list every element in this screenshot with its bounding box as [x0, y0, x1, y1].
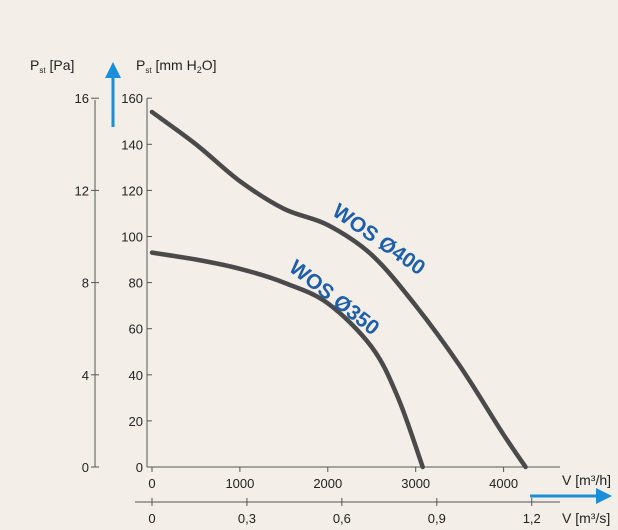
x-axis-label-top: V [m³/h] [562, 472, 611, 488]
right-axis-tick-label: 100 [121, 230, 143, 245]
right-axis-tick-label: 40 [129, 368, 143, 383]
x-axis-bottom-tick-label: 0,9 [428, 511, 446, 526]
series-label: WOS Ø400 [328, 199, 429, 279]
left-axis-tick-label: 12 [75, 183, 89, 198]
series-curve [149, 109, 528, 470]
right-axis-tick-label: 20 [129, 414, 143, 429]
left-axis-tick-label: 4 [82, 368, 89, 383]
x-axis-bottom-tick-label: 0 [148, 511, 155, 526]
right-axis-tick-label: 80 [129, 276, 143, 291]
right-axis-tick-label: 140 [121, 137, 143, 152]
x-axis-tick-label: 4000 [489, 476, 518, 491]
x-axis-bottom-tick-label: 0,3 [238, 511, 256, 526]
right-axis-tick-label: 60 [129, 322, 143, 337]
x-axis-tick-label: 3000 [401, 476, 430, 491]
series-label: WOS Ø350 [285, 256, 384, 340]
x-axis-tick-label: 2000 [313, 476, 342, 491]
left-axis-tick-label: 16 [75, 91, 89, 106]
left-axis-tick-label: 8 [82, 276, 89, 291]
series-curve [149, 250, 425, 470]
x-axis-arrow-head [596, 488, 612, 504]
left-axis-tick-label: 0 [82, 460, 89, 475]
x-axis-bottom-tick-label: 1,2 [523, 511, 541, 526]
right-axis-tick-label: 0 [136, 460, 143, 475]
right-axis-label: Pst [mm H2O] [136, 57, 216, 75]
x-axis-tick-label: 1000 [225, 476, 254, 491]
right-axis-tick-label: 120 [121, 183, 143, 198]
left-axis-label: Pst [Pa] [30, 57, 74, 75]
x-axis-tick-label: 0 [148, 476, 155, 491]
x-axis-label-bottom: V [m³/s] [562, 510, 610, 526]
y-axis-arrow-head [105, 62, 121, 78]
right-axis-tick-label: 160 [121, 91, 143, 106]
x-axis-bottom-tick-label: 0,6 [333, 511, 351, 526]
